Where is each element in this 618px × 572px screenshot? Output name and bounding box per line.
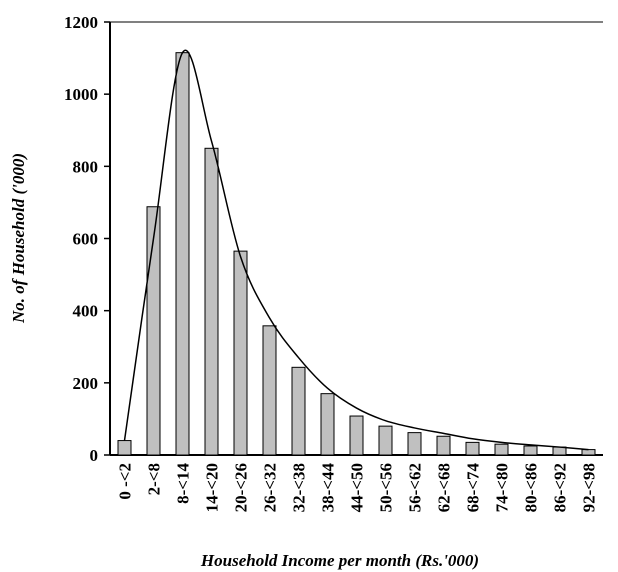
bar: [465, 441, 480, 456]
bar: [204, 147, 219, 456]
x-tick-label: 62-<68: [435, 463, 454, 512]
bar: [523, 445, 538, 456]
y-tick-label: 800: [73, 157, 99, 176]
bar: [552, 446, 567, 456]
x-tick-label: 80-<86: [522, 463, 541, 512]
x-tick-label: 86-<92: [551, 463, 570, 512]
bar: [494, 443, 509, 456]
x-tick-label: 0 -<2: [116, 463, 135, 500]
trend-curve-layer: [123, 49, 589, 451]
x-tick-label: 50-<56: [377, 463, 396, 512]
x-tick-label: 44-<50: [348, 463, 367, 512]
x-tick-label: 74-<80: [493, 463, 512, 512]
x-tick-label: 68-<74: [464, 463, 483, 513]
y-tick-label: 400: [73, 302, 99, 321]
x-tick-label: 92-<98: [580, 463, 599, 512]
x-tick-label: 26-<32: [261, 463, 280, 512]
x-tick-label: 56-<62: [406, 463, 425, 512]
x-axis-tick-labels: 0 -<2 2-<8 8-<14 14-<20 20-<26 26-<32 32-<38 38…: [116, 463, 599, 513]
y-tick-label: 1200: [64, 13, 98, 32]
x-tick-label: 2-<8: [145, 463, 164, 495]
bars: [117, 52, 596, 456]
bar: [291, 366, 306, 456]
y-tick-label: 600: [73, 230, 99, 249]
bar: [262, 325, 277, 456]
x-tick-label: 14-<20: [203, 463, 222, 512]
y-tick-label: 200: [73, 374, 99, 393]
x-tick-label: 38-<44: [319, 463, 338, 513]
bar: [146, 206, 161, 456]
y-tick-label: 1000: [64, 85, 98, 104]
x-axis-title: Household Income per month (Rs.'000): [200, 551, 479, 570]
bar: [233, 250, 248, 456]
y-axis-ticks: 0 200 400 600 800 1000 1200: [64, 13, 110, 465]
bar: [117, 440, 132, 456]
bar: [407, 432, 422, 456]
bar: [378, 425, 393, 456]
trend-curve: [123, 49, 589, 451]
y-tick-label: 0: [90, 446, 99, 465]
bar: [320, 393, 335, 456]
bar: [436, 435, 451, 456]
bar: [175, 52, 190, 456]
y-axis-title: No. of Household ('000): [9, 153, 28, 324]
bar: [349, 415, 364, 456]
bar: [581, 449, 596, 456]
x-tick-label: 20-<26: [232, 463, 251, 512]
x-tick-label: 32-<38: [290, 463, 309, 512]
x-tick-label: 8-<14: [174, 463, 193, 504]
